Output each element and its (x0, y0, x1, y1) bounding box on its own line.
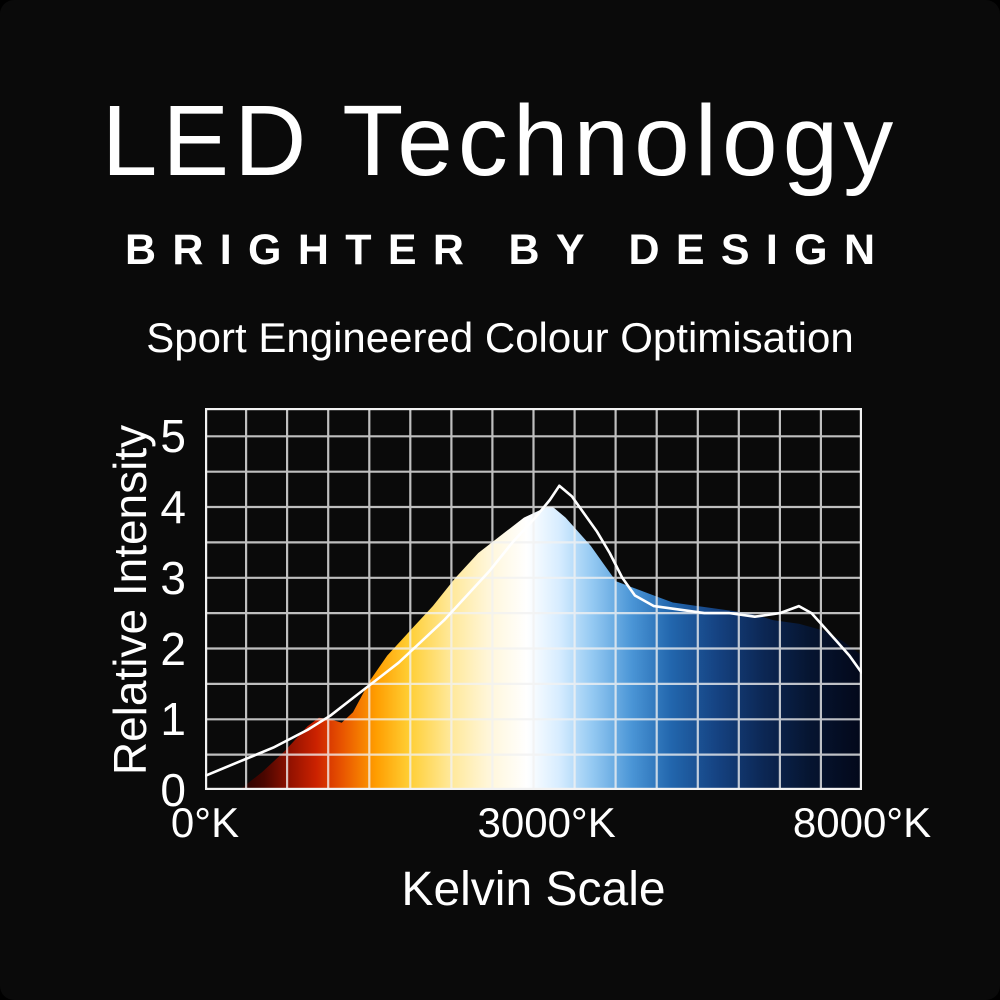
x-tick-label: 3000°K (477, 799, 616, 846)
x-tick-label: 0°K (170, 799, 240, 846)
y-tick-label: 2 (160, 622, 186, 675)
x-axis-label: Kelvin Scale (401, 863, 666, 916)
y-tick-label: 0 (160, 764, 186, 816)
kelvin-spectrum-chart (203, 408, 864, 792)
plot-border (205, 408, 862, 790)
y-axis-ticks: 5 4 3 2 1 0 (0, 408, 192, 813)
tagline: Sport Engineered Colour Optimisation (146, 314, 854, 361)
y-tick-label: 4 (160, 481, 186, 534)
x-axis-ticks: 0°K 3000°K 8000°K (171, 799, 931, 854)
y-tick-label: 3 (160, 551, 186, 604)
intensity-curve (204, 484, 864, 778)
page-title: LED Technology (101, 85, 899, 197)
subtitle: BRIGHTER BY DESIGN (124, 226, 892, 274)
y-tick-label: 5 (160, 410, 186, 463)
y-tick-label: 1 (160, 693, 186, 746)
x-tick-label: 8000°K (792, 799, 932, 846)
spectrum-plot-svg (203, 408, 864, 792)
